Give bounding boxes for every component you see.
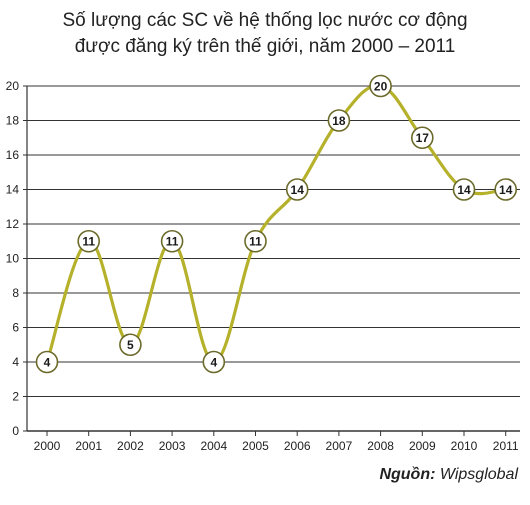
source-label: Nguồn: [379, 466, 436, 483]
data-point-2000 [35, 350, 59, 374]
data-label-2004: 4 [210, 355, 217, 369]
x-tick-label-2003: 2003 [159, 439, 186, 453]
data-label-2009: 17 [416, 131, 430, 145]
data-point-2004 [202, 350, 226, 374]
x-tick-label-2011: 2011 [493, 439, 519, 453]
x-tick-label-2008: 2008 [367, 439, 394, 453]
data-point-2002 [119, 333, 142, 357]
x-tick-label-2010: 2010 [451, 439, 478, 453]
y-tick-label-0: 0 [12, 424, 19, 438]
x-tick-label-2009: 2009 [409, 439, 436, 453]
y-tick-label-14: 14 [6, 183, 20, 197]
y-tick-label-2: 2 [12, 390, 19, 404]
data-point-2003 [160, 229, 184, 253]
y-tick-label-4: 4 [12, 355, 19, 369]
data-label-2002: 5 [127, 338, 134, 352]
data-label-2006: 14 [291, 183, 305, 197]
data-label-2003: 11 [166, 235, 179, 249]
chart-title-line-2: được đăng ký trên thế giới, năm 2000 – 2… [74, 36, 456, 57]
x-tick-label-2004: 2004 [200, 439, 227, 453]
data-point-2007 [327, 109, 351, 132]
data-label-2008: 20 [374, 79, 388, 93]
y-tick-label-12: 12 [6, 217, 20, 231]
data-point-2011 [494, 178, 518, 201]
data-label-2005: 11 [249, 235, 262, 249]
y-tick-label-8: 8 [12, 286, 19, 300]
x-tick-label-2007: 2007 [326, 439, 353, 453]
chart-title-line-1: Số lượng các SC về hệ thống lọc nước cơ … [62, 10, 468, 31]
data-label-2007: 18 [332, 114, 346, 128]
data-point-2008 [369, 74, 392, 98]
y-tick-label-16: 16 [6, 148, 20, 162]
x-tick-label-2001: 2001 [75, 439, 102, 453]
x-tick-label-2005: 2005 [242, 439, 269, 453]
y-tick-label-18: 18 [6, 114, 20, 128]
x-tick-label-2000: 2000 [34, 439, 61, 453]
data-label-2001: 11 [82, 235, 95, 249]
data-point-2010 [452, 178, 476, 201]
source-note: Nguồn: Wipsglobal [379, 466, 518, 484]
data-point-2005 [244, 229, 267, 253]
data-label-2000: 4 [44, 355, 51, 369]
y-tick-label-6: 6 [12, 321, 19, 335]
x-tick-label-2002: 2002 [117, 439, 144, 453]
data-label-2010: 14 [457, 183, 471, 197]
data-label-2011: 14 [499, 183, 513, 197]
y-tick-label-10: 10 [6, 252, 20, 266]
data-point-2001 [77, 229, 100, 253]
source-value: Wipsglobal [439, 466, 518, 483]
y-tick-label-20: 20 [6, 79, 20, 93]
data-point-2009 [410, 126, 434, 150]
x-tick-label-2006: 2006 [284, 439, 311, 453]
data-point-2006 [285, 178, 309, 201]
line-chart: 0 2 4 6 8 10 12 14 16 18 20 2000 2001 2002 2003 2004 200… [6, 74, 520, 453]
